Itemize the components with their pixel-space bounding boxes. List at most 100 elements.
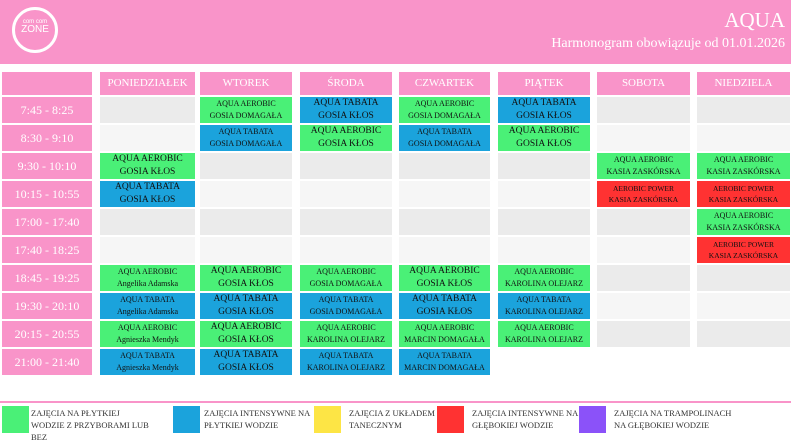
time-slot: 21:00 - 21:40: [2, 349, 92, 375]
legend-label: ZAJĘCIA NA PŁYTKIEJ WODZIE Z PRZYBORAMI …: [31, 408, 149, 442]
empty-slot: [300, 237, 392, 263]
class-slot[interactable]: AQUA AEROBIC GOSIA KŁOS: [498, 125, 590, 151]
class-slot[interactable]: AQUA TABATA KAROLINA OLEJARZ: [498, 293, 590, 319]
legend-swatch: [2, 406, 29, 433]
class-name: AQUA AEROBIC: [409, 266, 480, 276]
class-slot[interactable]: AQUA TABATA GOSIA KŁOS: [498, 97, 590, 123]
empty-slot: [697, 293, 790, 319]
class-slot[interactable]: AQUA TABATA MARCIN DOMAGAŁA: [399, 349, 490, 375]
instructor-name: KASIA ZASKÓRSKA: [706, 223, 781, 232]
time-slot: 17:00 - 17:40: [2, 209, 92, 235]
class-slot[interactable]: AQUA AEROBIC Agnieszka Mendyk: [100, 321, 195, 347]
class-slot[interactable]: AQUA TABATA GOSIA KŁOS: [200, 349, 292, 375]
class-name: AQUA AEROBIC: [713, 155, 774, 164]
class-name: AQUA TABATA: [417, 127, 472, 136]
day-header: SOBOTA: [597, 72, 690, 95]
class-slot[interactable]: AQUA AEROBIC KASIA ZASKÓRSKA: [697, 153, 790, 179]
class-name: AQUA AEROBIC: [414, 323, 475, 332]
class-slot[interactable]: AQUA TABATA GOSIA KŁOS: [399, 293, 490, 319]
class-slot[interactable]: AQUA AEROBIC GOSIA KŁOS: [300, 125, 392, 151]
instructor-name: GOSIA KŁOS: [516, 111, 572, 121]
empty-slot: [597, 125, 690, 151]
class-name: AQUA AEROBIC: [117, 267, 178, 276]
legend-label: ZAJĘCIA INTENSYWNE NA PŁYTKIEJ WODZIE: [204, 408, 310, 430]
instructor-name: GOSIA KŁOS: [218, 307, 274, 317]
class-slot[interactable]: AQUA AEROBIC GOSIA KŁOS: [200, 321, 292, 347]
empty-slot: [597, 237, 690, 263]
empty-slot: [200, 153, 292, 179]
instructor-name: GOSIA DOMAGAŁA: [408, 111, 481, 120]
class-name: AQUA AEROBIC: [117, 323, 178, 332]
empty-slot: [697, 321, 790, 347]
class-slot[interactable]: AQUA TABATA GOSIA KŁOS: [100, 181, 195, 207]
empty-slot: [100, 125, 195, 151]
class-slot[interactable]: AQUA AEROBIC GOSIA DOMAGAŁA: [399, 97, 490, 123]
class-slot[interactable]: AQUA AEROBIC KAROLINA OLEJARZ: [300, 321, 392, 347]
instructor-name: GOSIA DOMAGAŁA: [309, 279, 383, 288]
day-header: WTOREK: [200, 72, 292, 95]
class-slot[interactable]: AQUA TABATA KAROLINA OLEJARZ: [300, 349, 392, 375]
empty-slot: [597, 97, 690, 123]
instructor-name: KAROLINA OLEJARZ: [307, 363, 385, 372]
class-slot[interactable]: AQUA AEROBIC GOSIA KŁOS: [399, 265, 490, 291]
class-slot[interactable]: AQUA TABATA GOSIA KŁOS: [300, 97, 392, 123]
instructor-name: KAROLINA OLEJARZ: [505, 307, 583, 316]
class-slot[interactable]: AQUA AEROBIC KASIA ZASKÓRSKA: [697, 209, 790, 235]
class-slot[interactable]: AQUA AEROBIC GOSIA DOMAGAŁA: [300, 265, 392, 291]
legend-swatch: [437, 406, 464, 433]
class-slot[interactable]: AQUA AEROBIC KAROLINA OLEJARZ: [498, 265, 590, 291]
instructor-name: GOSIA KŁOS: [218, 335, 274, 345]
instructor-name: GOSIA KŁOS: [416, 279, 473, 289]
class-slot[interactable]: AQUA TABATA GOSIA DOMAGAŁA: [399, 125, 490, 151]
class-slot[interactable]: AQUA AEROBIC Angelika Adamska: [100, 265, 195, 291]
legend-label: ZAJĘCIA Z UKŁADEM TANECZNYM: [349, 408, 435, 430]
empty-slot: [100, 209, 195, 235]
empty-slot: [100, 97, 195, 123]
day-header: CZWARTEK: [399, 72, 490, 95]
class-slot[interactable]: AEROBIC POWER KASIA ZASKÓRSKA: [597, 181, 690, 207]
class-slot[interactable]: AEROBIC POWER KASIA ZASKÓRSKA: [697, 237, 790, 263]
class-slot[interactable]: AQUA AEROBIC KAROLINA OLEJARZ: [498, 321, 590, 347]
instructor-name: KASIA ZASKÓRSKA: [606, 167, 681, 176]
class-slot[interactable]: AQUA AEROBIC MARCIN DOMAGAŁA: [399, 321, 490, 347]
class-name: AQUA AEROBIC: [508, 126, 580, 136]
instructor-name: Angelika Adamska: [116, 307, 179, 316]
instructor-name: KAROLINA OLEJARZ: [307, 335, 385, 344]
empty-slot: [300, 209, 392, 235]
empty-slot: [200, 209, 292, 235]
class-name: AQUA AEROBIC: [112, 154, 183, 164]
class-slot[interactable]: AQUA TABATA Angelika Adamska: [100, 293, 195, 319]
instructor-name: GOSIA KŁOS: [119, 195, 176, 205]
empty-slot: [697, 265, 790, 291]
empty-slot: [399, 181, 490, 207]
class-slot[interactable]: AQUA AEROBIC GOSIA DOMAGAŁA: [200, 97, 292, 123]
class-slot[interactable]: AEROBIC POWER KASIA ZASKÓRSKA: [697, 181, 790, 207]
class-name: AQUA TABATA: [120, 351, 175, 360]
class-name: AQUA TABATA: [516, 295, 572, 304]
class-name: AQUA TABATA: [318, 351, 374, 360]
class-slot[interactable]: AQUA AEROBIC GOSIA KŁOS: [200, 265, 292, 291]
class-slot[interactable]: AQUA TABATA GOSIA DOMAGAŁA: [200, 125, 292, 151]
class-slot[interactable]: AQUA TABATA GOSIA DOMAGAŁA: [300, 293, 392, 319]
instructor-name: Agnieszka Mendyk: [116, 363, 179, 372]
empty-slot: [498, 209, 590, 235]
empty-slot: [498, 181, 590, 207]
class-name: AEROBIC POWER: [712, 240, 775, 249]
class-slot[interactable]: AQUA TABATA GOSIA KŁOS: [200, 293, 292, 319]
legend-label: ZAJĘCIA NA TRAMPOLINACH NA GŁĘBOKIEJ WOD…: [614, 408, 732, 430]
class-slot[interactable]: AQUA AEROBIC KASIA ZASKÓRSKA: [597, 153, 690, 179]
class-name: AQUA AEROBIC: [316, 267, 376, 276]
time-slot: 7:45 - 8:25: [2, 97, 92, 123]
class-name: AQUA AEROBIC: [210, 266, 282, 276]
class-name: AEROBIC POWER: [712, 184, 775, 193]
empty-slot: [597, 265, 690, 291]
class-slot[interactable]: AQUA TABATA Agnieszka Mendyk: [100, 349, 195, 375]
empty-slot: [300, 181, 392, 207]
class-name: AQUA TABATA: [511, 98, 577, 108]
time-slot: 20:15 - 20:55: [2, 321, 92, 347]
empty-slot: [697, 97, 790, 123]
instructor-name: GOSIA DOMAGAŁA: [309, 307, 383, 316]
class-slot[interactable]: AQUA AEROBIC GOSIA KŁOS: [100, 153, 195, 179]
empty-slot: [597, 209, 690, 235]
instructor-name: MARCIN DOMAGAŁA: [404, 363, 485, 372]
